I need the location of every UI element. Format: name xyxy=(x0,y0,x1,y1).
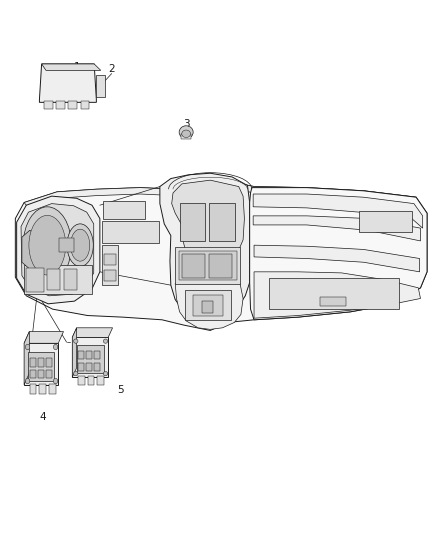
Polygon shape xyxy=(172,180,244,264)
Bar xyxy=(49,384,56,394)
Bar xyxy=(269,278,399,309)
Polygon shape xyxy=(253,194,423,228)
Bar xyxy=(38,370,44,378)
Text: 2: 2 xyxy=(108,64,115,74)
Bar xyxy=(202,301,213,313)
Bar xyxy=(182,254,205,278)
Bar xyxy=(28,352,54,381)
Bar xyxy=(104,254,116,265)
Ellipse shape xyxy=(53,378,58,384)
Ellipse shape xyxy=(71,229,90,261)
Ellipse shape xyxy=(103,339,108,343)
Bar xyxy=(78,363,84,371)
Bar xyxy=(68,101,77,109)
Polygon shape xyxy=(254,245,420,272)
Bar xyxy=(104,270,116,281)
Bar xyxy=(30,384,36,394)
Polygon shape xyxy=(24,175,416,208)
Ellipse shape xyxy=(179,126,193,139)
Text: 5: 5 xyxy=(117,385,124,395)
Bar xyxy=(96,75,105,97)
Bar xyxy=(86,351,92,359)
Polygon shape xyxy=(250,188,427,320)
Bar xyxy=(102,221,159,243)
Ellipse shape xyxy=(74,339,78,343)
Polygon shape xyxy=(15,175,427,330)
Ellipse shape xyxy=(23,207,71,284)
Bar xyxy=(179,251,237,280)
Bar xyxy=(26,268,44,292)
Ellipse shape xyxy=(29,215,66,275)
Ellipse shape xyxy=(74,372,78,376)
Polygon shape xyxy=(72,328,77,377)
Ellipse shape xyxy=(67,224,93,266)
Bar xyxy=(181,134,191,139)
Bar xyxy=(59,238,74,252)
Polygon shape xyxy=(24,332,29,385)
Polygon shape xyxy=(24,332,64,343)
Ellipse shape xyxy=(182,130,191,138)
Bar xyxy=(30,358,36,367)
Bar xyxy=(102,245,118,285)
Bar xyxy=(359,211,412,232)
Polygon shape xyxy=(24,343,58,385)
Bar xyxy=(77,345,104,373)
Bar xyxy=(78,351,84,359)
Bar xyxy=(64,269,77,290)
Bar xyxy=(97,376,104,385)
Ellipse shape xyxy=(25,344,30,350)
Bar xyxy=(320,297,346,306)
Bar xyxy=(185,290,231,320)
Polygon shape xyxy=(17,196,100,304)
Polygon shape xyxy=(72,337,108,377)
Polygon shape xyxy=(39,64,96,102)
Polygon shape xyxy=(21,204,94,296)
Bar xyxy=(193,295,223,316)
Bar xyxy=(46,358,52,367)
Bar xyxy=(24,265,92,294)
Polygon shape xyxy=(160,173,250,321)
Bar xyxy=(94,351,100,359)
Bar xyxy=(47,269,60,290)
Polygon shape xyxy=(72,328,113,337)
Text: 1: 1 xyxy=(73,62,80,71)
Polygon shape xyxy=(175,284,243,329)
Bar xyxy=(94,363,100,371)
Bar xyxy=(103,201,145,219)
Bar xyxy=(88,376,94,385)
Polygon shape xyxy=(22,230,37,269)
Bar xyxy=(78,376,85,385)
Bar xyxy=(39,384,46,394)
Ellipse shape xyxy=(25,378,30,384)
Bar xyxy=(209,254,232,278)
Bar xyxy=(81,101,89,109)
Polygon shape xyxy=(42,64,101,70)
Bar xyxy=(175,247,240,284)
Bar xyxy=(46,370,52,378)
Ellipse shape xyxy=(53,344,58,350)
Polygon shape xyxy=(254,272,420,318)
Bar xyxy=(180,203,205,241)
Bar xyxy=(56,101,65,109)
Text: 3: 3 xyxy=(183,119,190,128)
Bar xyxy=(86,363,92,371)
Bar xyxy=(209,203,235,241)
Text: 4: 4 xyxy=(39,412,46,422)
Bar xyxy=(38,358,44,367)
Bar xyxy=(44,101,53,109)
Bar xyxy=(30,370,36,378)
Ellipse shape xyxy=(103,372,108,376)
Polygon shape xyxy=(253,216,420,241)
